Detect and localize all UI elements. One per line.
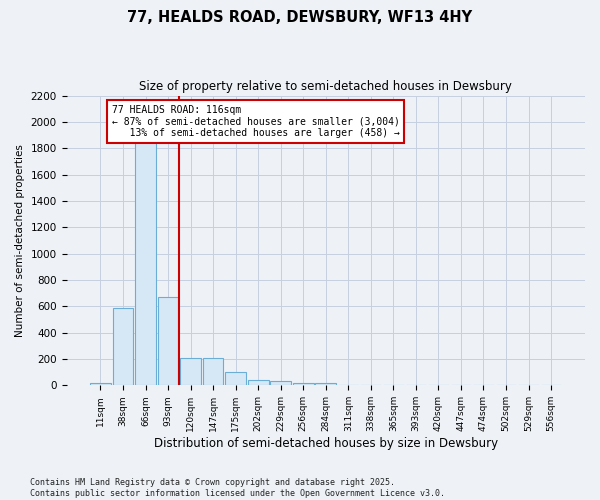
X-axis label: Distribution of semi-detached houses by size in Dewsbury: Distribution of semi-detached houses by … — [154, 437, 498, 450]
Bar — [135, 142, 156, 386]
Bar — [271, 382, 291, 386]
Text: 77 HEALDS ROAD: 116sqm
← 87% of semi-detached houses are smaller (3,004)
   13% : 77 HEALDS ROAD: 116sqm ← 87% of semi-det… — [112, 105, 400, 138]
Text: Contains HM Land Registry data © Crown copyright and database right 2025.
Contai: Contains HM Land Registry data © Crown c… — [30, 478, 445, 498]
Bar — [113, 308, 133, 386]
Bar — [248, 380, 269, 386]
Bar — [158, 297, 178, 386]
Bar — [293, 382, 314, 386]
Bar — [225, 372, 246, 386]
Bar — [316, 382, 336, 386]
Bar — [180, 358, 201, 386]
Bar — [90, 382, 111, 386]
Text: 77, HEALDS ROAD, DEWSBURY, WF13 4HY: 77, HEALDS ROAD, DEWSBURY, WF13 4HY — [127, 10, 473, 25]
Y-axis label: Number of semi-detached properties: Number of semi-detached properties — [15, 144, 25, 337]
Bar — [203, 358, 223, 386]
Title: Size of property relative to semi-detached houses in Dewsbury: Size of property relative to semi-detach… — [139, 80, 512, 93]
